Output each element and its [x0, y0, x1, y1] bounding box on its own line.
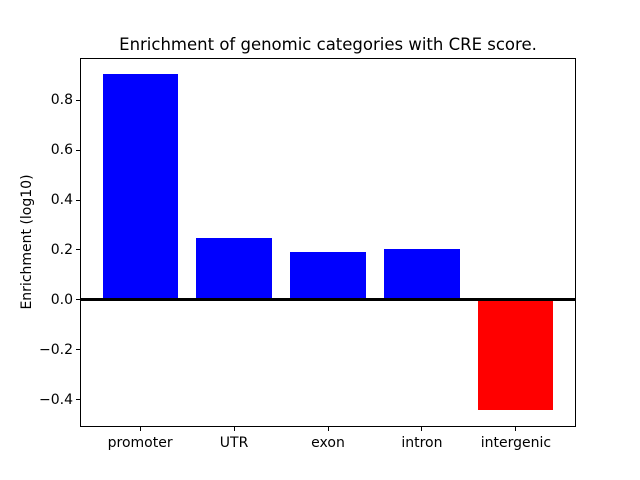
y-tick-mark: [76, 199, 80, 201]
x-tick-label-exon: exon: [311, 435, 345, 451]
chart-title: Enrichment of genomic categories with CR…: [119, 35, 537, 54]
y-tick-mark: [76, 249, 80, 251]
bar-intron: [384, 248, 460, 300]
x-tick-label-intron: intron: [401, 435, 443, 451]
y-tick-mark: [76, 99, 80, 101]
y-tick-label: 0.4: [50, 192, 73, 209]
y-tick-label: −0.4: [39, 391, 73, 408]
x-tick-mark: [515, 427, 517, 431]
bar-intergenic: [478, 299, 554, 410]
y-tick-label: 0.6: [50, 142, 73, 159]
y-tick-mark: [76, 299, 80, 301]
y-tick-label: −0.2: [39, 341, 73, 358]
x-tick-label-intergenic: intergenic: [480, 435, 552, 451]
zero-line: [80, 298, 576, 302]
y-tick-label: 0.8: [50, 92, 73, 109]
bar-exon: [290, 252, 366, 300]
x-tick-mark: [327, 427, 329, 431]
x-tick-mark: [139, 427, 141, 431]
y-tick-label: 0.2: [50, 241, 73, 258]
y-tick-mark: [76, 349, 80, 351]
x-tick-mark: [421, 427, 423, 431]
bar-promoter: [102, 74, 178, 300]
plot-area: [80, 58, 576, 427]
bar-UTR: [196, 237, 272, 300]
x-tick-mark: [233, 427, 235, 431]
y-tick-mark: [76, 149, 80, 151]
x-tick-label-UTR: UTR: [219, 435, 249, 451]
x-tick-label-promoter: promoter: [107, 435, 173, 451]
y-tick-label: 0.0: [50, 291, 73, 308]
y-tick-mark: [76, 399, 80, 401]
